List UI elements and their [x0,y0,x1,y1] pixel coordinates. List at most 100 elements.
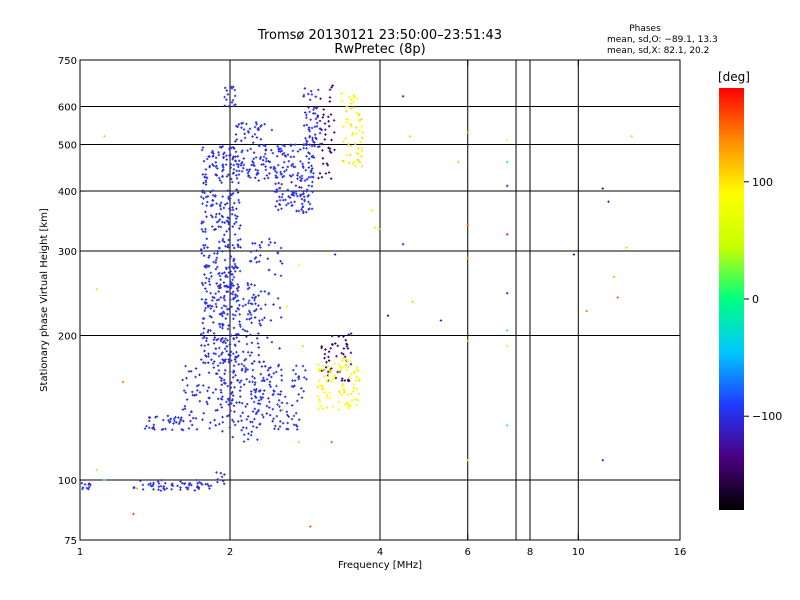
data-point [223,258,227,262]
data-point [194,367,198,370]
x-tick-label: 1 [77,547,83,558]
data-point [354,132,358,136]
data-point [200,483,204,486]
data-point [226,219,229,223]
data-point [246,351,250,354]
data-point [300,193,304,196]
data-point [616,296,619,299]
data-point [229,286,233,290]
data-point [506,184,509,188]
data-point [249,434,253,437]
data-point [356,158,359,162]
data-point [219,286,222,289]
data-point [221,358,224,361]
data-point [252,293,255,296]
data-point [262,376,265,380]
data-point [208,487,211,490]
data-point [328,100,331,103]
data-point [317,176,320,180]
data-point [217,219,220,223]
data-point [83,483,87,486]
data-point [201,283,205,287]
data-point [254,295,258,299]
data-point [279,170,282,174]
data-point [214,352,217,356]
data-point [225,350,229,353]
data-point [259,324,262,327]
data-point [147,483,150,486]
data-point [208,315,212,318]
data-point [230,212,234,216]
data-point [240,126,243,129]
data-point [213,296,216,299]
data-point [214,156,218,160]
data-point [242,166,245,170]
data-point [231,394,235,397]
data-point [254,121,258,124]
data-point [210,275,213,278]
data-point [506,424,509,427]
data-point [203,344,207,347]
data-point [314,105,317,109]
data-point [202,244,205,247]
data-point [327,115,330,119]
data-point [220,272,224,275]
data-point [240,170,244,173]
data-point [236,155,240,158]
data-point [275,370,278,374]
data-point [162,486,165,490]
data-point [279,409,282,412]
data-point [310,144,314,148]
data-point [236,125,239,129]
data-point [180,428,184,431]
data-point [355,111,358,115]
data-point [305,142,308,146]
data-point [245,426,248,430]
data-point [255,308,258,311]
data-point [257,172,260,175]
data-point [190,483,193,487]
data-point [287,415,290,418]
data-point [95,287,98,291]
data-point [226,189,230,192]
data-point [256,410,260,413]
data-point [346,347,350,350]
data-point [297,440,301,444]
data-point [232,326,236,330]
data-point [325,406,329,409]
data-point [296,177,299,181]
data-point [212,309,216,313]
data-point [267,176,270,180]
data-point [313,141,316,144]
data-point [612,275,616,279]
data-point [299,194,302,198]
data-point [279,186,282,190]
data-point [233,94,237,98]
data-point [630,135,633,138]
data-point [248,311,252,314]
data-point [324,133,327,136]
data-point [209,190,212,194]
data-point [228,257,232,260]
data-point [253,309,257,312]
data-point [291,162,294,166]
data-point [236,294,239,298]
data-point [336,370,339,374]
data-point [202,254,206,257]
data-point [204,281,207,285]
data-point [321,157,325,160]
data-point [210,305,214,308]
data-point [267,292,271,295]
data-point [221,324,224,327]
data-point [330,440,333,444]
data-point [242,297,245,301]
data-point [141,483,145,487]
data-point [241,149,244,152]
data-point [212,338,216,341]
data-point [285,410,288,413]
data-point [311,136,314,140]
data-point [198,400,202,403]
data-point [207,280,211,283]
data-point [217,151,220,154]
